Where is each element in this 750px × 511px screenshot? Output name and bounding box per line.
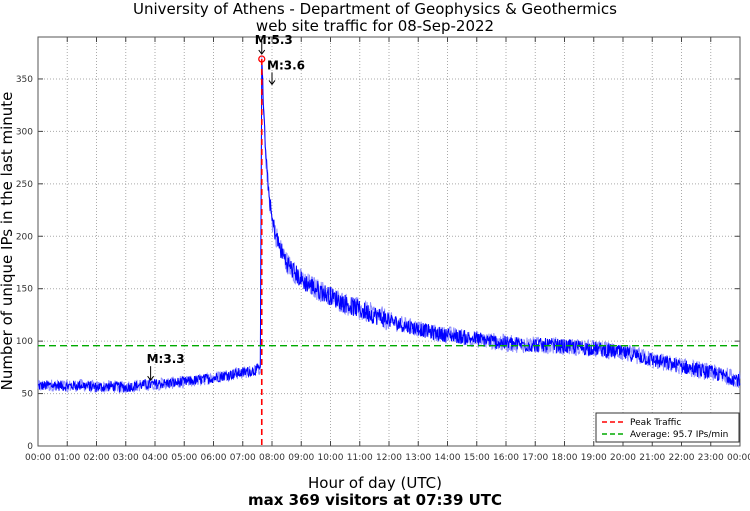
y-tick-label: 0 — [27, 442, 33, 452]
axes: 00:00 01:00 02:00 03:00 04:00 05:00 06:00 07:00… — [16, 36, 750, 463]
legend: Peak Traffic Average: 95.7 IPs/min — [595, 412, 740, 443]
series-line — [37, 58, 741, 394]
annotation-label: M:5.3 — [255, 33, 293, 47]
x-tick-label: 01:00 — [54, 453, 80, 463]
x-tick-label: 13:00 — [405, 453, 431, 463]
x-tick-label: 23:00 — [698, 453, 724, 463]
y-tick-label: 50 — [22, 390, 34, 400]
x-tick-label: 00:00 — [727, 453, 750, 463]
peak-marker — [258, 55, 266, 63]
annotations: M:5.3 M:3.6 M:3.3 — [147, 33, 305, 382]
x-tick-label: 19:00 — [581, 453, 607, 463]
annotation-label: M:3.6 — [267, 58, 305, 72]
x-tick-label: 21:00 — [639, 453, 665, 463]
y-tick-label: 200 — [16, 232, 33, 242]
legend-label: Average: 95.7 IPs/min — [630, 430, 728, 440]
x-tick-label: 04:00 — [142, 453, 168, 463]
annotation-label: M:3.3 — [147, 352, 185, 366]
x-tick-label: 22:00 — [669, 453, 695, 463]
max-visitors-caption: max 369 visitors at 07:39 UTC — [247, 491, 503, 509]
arrow-head-icon — [147, 375, 155, 382]
reference-lines — [38, 55, 740, 446]
y-tick-label: 150 — [16, 285, 33, 295]
arrow-head-icon — [268, 80, 276, 86]
x-tick-label: 10:00 — [318, 453, 344, 463]
x-tick-label: 15:00 — [464, 453, 490, 463]
legend-box — [595, 412, 740, 443]
y-tick-label: 350 — [16, 75, 33, 85]
x-tick-label: 05:00 — [171, 453, 197, 463]
x-tick-label: 06:00 — [201, 453, 227, 463]
y-tick-label: 250 — [16, 180, 33, 190]
x-tick-label: 02:00 — [84, 453, 110, 463]
y-tick-label: 300 — [16, 127, 33, 137]
x-tick-label: 16:00 — [493, 453, 519, 463]
chart-subtitle: web site traffic for 08-Sep-2022 — [255, 17, 495, 35]
y-tick-label: 100 — [16, 337, 33, 347]
x-tick-label: 08:00 — [259, 453, 285, 463]
x-tick-label: 11:00 — [347, 453, 373, 463]
x-tick-label: 03:00 — [113, 453, 139, 463]
arrow-head-icon — [258, 49, 266, 55]
x-tick-label: 18:00 — [552, 453, 578, 463]
series-layer — [37, 56, 741, 394]
x-tick-label: 00:00 — [25, 453, 51, 463]
x-tick-label: 12:00 — [376, 453, 402, 463]
chart-title: University of Athens - Department of Geo… — [133, 0, 617, 18]
x-axis-label: Hour of day (UTC) — [308, 474, 442, 492]
x-tick-label: 09:00 — [288, 453, 314, 463]
x-tick-label: 17:00 — [522, 453, 548, 463]
legend-label: Peak Traffic — [630, 418, 681, 428]
plot-frame — [37, 36, 741, 447]
x-tick-label: 14:00 — [435, 453, 461, 463]
x-tick-label: 07:00 — [230, 453, 256, 463]
grid — [38, 37, 740, 446]
x-tick-label: 20:00 — [610, 453, 636, 463]
